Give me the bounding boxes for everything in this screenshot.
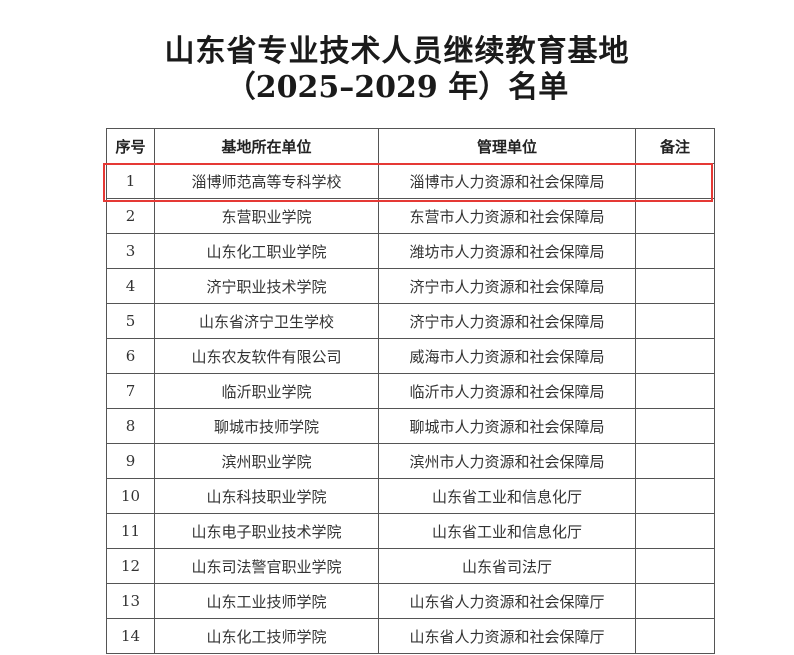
cell-unit: 山东农友软件有限公司: [154, 338, 379, 374]
cell-note: [635, 268, 715, 304]
cell-manager: 山东省人力资源和社会保障厅: [378, 583, 636, 619]
table-row: 3 山东化工职业学院 潍坊市人力资源和社会保障局: [106, 233, 715, 269]
cell-note: [635, 583, 715, 619]
cell-no: 5: [106, 303, 155, 339]
cell-note: [635, 233, 715, 269]
cell-manager: 潍坊市人力资源和社会保障局: [378, 233, 636, 269]
cell-manager: 济宁市人力资源和社会保障局: [378, 303, 636, 339]
cell-no: 3: [106, 233, 155, 269]
cell-manager: 东营市人力资源和社会保障局: [378, 198, 636, 234]
table-row: 14 山东化工技师学院 山东省人力资源和社会保障厅: [106, 618, 715, 654]
cell-unit: 济宁职业技术学院: [154, 268, 379, 304]
table-row: 11 山东电子职业技术学院 山东省工业和信息化厅: [106, 513, 715, 549]
cell-note: [635, 513, 715, 549]
cell-no: 11: [106, 513, 155, 549]
cell-no: 12: [106, 548, 155, 584]
cell-unit: 山东化工职业学院: [154, 233, 379, 269]
cell-manager: 山东省工业和信息化厅: [378, 513, 636, 549]
cell-no: 7: [106, 373, 155, 409]
table-row: 2 东营职业学院 东营市人力资源和社会保障局: [106, 198, 715, 234]
cell-note: [635, 548, 715, 584]
cell-unit: 山东科技职业学院: [154, 478, 379, 514]
cell-manager: 聊城市人力资源和社会保障局: [378, 408, 636, 444]
table-row: 13 山东工业技师学院 山东省人力资源和社会保障厅: [106, 583, 715, 619]
cell-note: [635, 618, 715, 654]
cell-note: [635, 163, 715, 199]
header-manager: 管理单位: [378, 128, 636, 164]
table-row: 6 山东农友软件有限公司 威海市人力资源和社会保障局: [106, 338, 715, 374]
cell-no: 9: [106, 443, 155, 479]
cell-no: 8: [106, 408, 155, 444]
table-row: 8 聊城市技师学院 聊城市人力资源和社会保障局: [106, 408, 715, 444]
cell-unit: 山东工业技师学院: [154, 583, 379, 619]
cell-manager: 山东省工业和信息化厅: [378, 478, 636, 514]
cell-unit: 临沂职业学院: [154, 373, 379, 409]
cell-note: [635, 408, 715, 444]
cell-manager: 济宁市人力资源和社会保障局: [378, 268, 636, 304]
cell-unit: 山东化工技师学院: [154, 618, 379, 654]
cell-note: [635, 443, 715, 479]
table-row: 9 滨州职业学院 滨州市人力资源和社会保障局: [106, 443, 715, 479]
cell-unit: 滨州职业学院: [154, 443, 379, 479]
cell-no: 6: [106, 338, 155, 374]
cell-manager: 山东省司法厅: [378, 548, 636, 584]
header-note: 备注: [635, 128, 715, 164]
table-row: 4 济宁职业技术学院 济宁市人力资源和社会保障局: [106, 268, 715, 304]
highlight-box: [103, 163, 713, 202]
cell-manager: 临沂市人力资源和社会保障局: [378, 373, 636, 409]
cell-unit: 东营职业学院: [154, 198, 379, 234]
table-row: 10 山东科技职业学院 山东省工业和信息化厅: [106, 478, 715, 514]
cell-unit: 山东电子职业技术学院: [154, 513, 379, 549]
cell-unit: 淄博师范高等专科学校: [154, 163, 379, 199]
cell-note: [635, 478, 715, 514]
cell-no: 4: [106, 268, 155, 304]
base-list-table: 序号 基地所在单位 管理单位 备注 1 淄博师范高等专科学校 淄博市人力资源和社会保…: [106, 128, 715, 654]
cell-no: 14: [106, 618, 155, 654]
cell-manager: 滨州市人力资源和社会保障局: [378, 443, 636, 479]
header-no: 序号: [106, 128, 155, 164]
table-row: 12 山东司法警官职业学院 山东省司法厅: [106, 548, 715, 584]
cell-no: 2: [106, 198, 155, 234]
cell-note: [635, 198, 715, 234]
cell-note: [635, 303, 715, 339]
cell-unit: 山东省济宁卫生学校: [154, 303, 379, 339]
table-row: 5 山东省济宁卫生学校 济宁市人力资源和社会保障局: [106, 303, 715, 339]
cell-unit: 山东司法警官职业学院: [154, 548, 379, 584]
document-title: 山东省专业技术人员继续教育基地: [164, 34, 630, 69]
document-subtitle: （2025–2029 年）名单: [225, 70, 569, 105]
cell-no: 13: [106, 583, 155, 619]
cell-manager: 威海市人力资源和社会保障局: [378, 338, 636, 374]
cell-unit: 聊城市技师学院: [154, 408, 379, 444]
cell-manager: 山东省人力资源和社会保障厅: [378, 618, 636, 654]
table-row: 7 临沂职业学院 临沂市人力资源和社会保障局: [106, 373, 715, 409]
header-unit: 基地所在单位: [154, 128, 379, 164]
cell-note: [635, 373, 715, 409]
cell-no: 10: [106, 478, 155, 514]
cell-note: [635, 338, 715, 374]
table-header-row: 序号 基地所在单位 管理单位 备注: [106, 128, 715, 164]
